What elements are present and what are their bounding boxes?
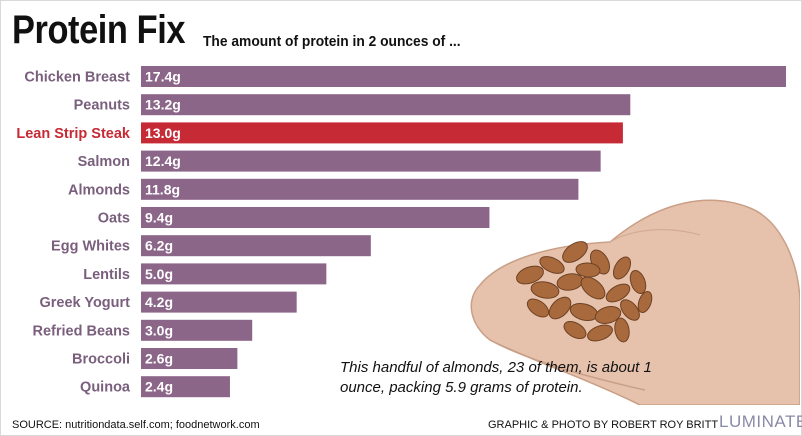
category-label: Peanuts [74, 98, 130, 114]
category-label: Salmon [78, 154, 130, 170]
category-label: Almonds [68, 182, 130, 198]
value-label: 11.8g [145, 181, 180, 197]
category-label: Refried Beans [32, 323, 130, 339]
value-label: 13.2g [145, 97, 181, 113]
category-label: Greek Yogurt [39, 295, 130, 311]
bar-egg-whites [141, 235, 371, 257]
category-label: Oats [98, 211, 130, 227]
chart-subtitle: The amount of protein in 2 ounces of ... [203, 33, 461, 50]
value-label: 12.4g [145, 153, 181, 169]
value-label: 2.6g [145, 351, 173, 367]
credit-note: GRAPHIC & PHOTO BY ROBERT ROY BRITT [488, 419, 719, 431]
category-label: Chicken Breast [24, 70, 130, 86]
category-label: Lentils [83, 267, 130, 283]
brand-logo: LUMINATE [719, 412, 802, 431]
bar-salmon [141, 150, 601, 172]
bar-oats [141, 207, 490, 228]
value-label: 6.2g [145, 238, 173, 254]
value-label: 13.0g [145, 125, 181, 141]
category-label: Quinoa [80, 380, 131, 396]
value-label: 4.2g [145, 294, 173, 310]
bar-refried-beans [141, 319, 253, 341]
category-label: Lean Strip Steak [16, 126, 131, 142]
bar-broccoli [141, 348, 238, 369]
category-label: Egg Whites [51, 239, 130, 255]
value-label: 9.4g [145, 210, 173, 226]
bar-almonds [141, 178, 579, 200]
value-label: 17.4g [145, 69, 181, 85]
bar-chicken-breast [141, 66, 786, 87]
almond-caption: This handful of almonds, 23 of them, is … [340, 359, 652, 396]
value-label: 2.4g [145, 379, 173, 395]
source-note: SOURCE: nutritiondata.self.com; foodnetw… [12, 419, 260, 431]
value-label: 5.0g [145, 266, 173, 282]
bar-peanuts [141, 94, 631, 116]
chart-title: Protein Fix [12, 8, 186, 52]
value-label: 3.0g [145, 322, 173, 338]
bar-lentils [141, 263, 327, 285]
bar-lean-strip-steak [141, 122, 623, 144]
almond-hand-photo [470, 199, 800, 405]
bar-greek-yogurt [141, 291, 297, 313]
bar-quinoa [141, 376, 230, 398]
category-label: Broccoli [72, 352, 130, 368]
